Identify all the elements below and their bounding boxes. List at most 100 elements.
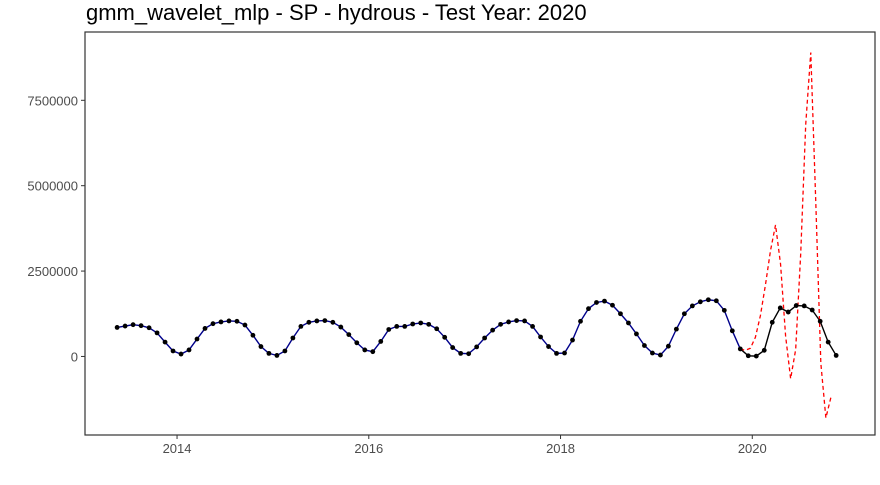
observed-point: [154, 330, 160, 336]
observed-point: [498, 321, 504, 327]
observed-point: [266, 350, 272, 356]
observed-point: [562, 350, 567, 356]
observed-point: [817, 318, 823, 324]
observed-point: [761, 347, 767, 353]
observed-point: [314, 318, 320, 324]
observed-point: [570, 337, 575, 343]
observed-point: [721, 307, 727, 313]
y-tick-label: 5000000: [27, 179, 78, 194]
chart-title: gmm_wavelet_mlp - SP - hydrous - Test Ye…: [86, 0, 587, 25]
observed-point: [482, 335, 488, 341]
observed-point: [226, 318, 232, 324]
y-tick-label: 0: [71, 349, 78, 364]
observed-point: [138, 323, 144, 329]
observed-point: [522, 318, 527, 324]
observed-point: [186, 347, 192, 353]
observed-point: [338, 324, 344, 330]
observed-point: [378, 339, 384, 344]
observed-point: [130, 322, 136, 328]
observed-point: [290, 335, 296, 341]
forecast-series-line: [740, 52, 832, 419]
observed-point: [210, 321, 216, 327]
observed-point: [642, 343, 647, 348]
observed-point: [594, 300, 599, 305]
panel-border: [84, 31, 876, 436]
observed-point: [769, 319, 775, 325]
observed-point: [689, 303, 695, 309]
observed-point: [650, 350, 655, 356]
observed-point: [729, 328, 735, 334]
observed-point: [306, 319, 312, 325]
observed-point: [170, 348, 176, 354]
observed-point: [450, 345, 456, 350]
observed-point: [298, 323, 304, 329]
observed-point: [546, 344, 551, 349]
observed-point: [178, 351, 184, 357]
observed-point: [673, 326, 679, 332]
observed-point: [410, 321, 416, 327]
observed-point: [793, 303, 799, 308]
observed-point: [114, 325, 120, 330]
observed-point: [234, 318, 240, 324]
observed-point: [634, 331, 639, 337]
observed-point: [282, 348, 288, 354]
observed-point: [681, 311, 687, 317]
observed-point: [554, 350, 559, 356]
observed-point: [610, 302, 615, 308]
x-tick-label: 2014: [163, 441, 192, 456]
observed-point: [386, 327, 392, 332]
observed-point: [737, 346, 743, 352]
observed-point: [506, 319, 512, 325]
observed-point: [362, 347, 368, 353]
observed-point: [777, 305, 783, 311]
observed-point: [713, 298, 719, 304]
observed-point: [258, 344, 264, 349]
observed-point: [370, 349, 376, 355]
observed-point: [665, 343, 671, 349]
observed-point: [618, 311, 623, 317]
observed-point: [442, 334, 448, 340]
observed-point: [658, 352, 663, 358]
x-tick-label: 2018: [546, 441, 575, 456]
observed-point: [242, 322, 248, 328]
observed-point: [202, 326, 208, 331]
observed-point: [394, 323, 400, 329]
observed-point: [833, 353, 839, 358]
observed-point: [753, 353, 759, 359]
x-tick-label: 2020: [738, 441, 767, 456]
observed-point: [490, 327, 496, 333]
observed-point: [538, 334, 543, 340]
y-tick-label: 7500000: [27, 93, 78, 108]
observed-point: [402, 323, 408, 329]
observed-point: [162, 339, 168, 345]
observed-point: [122, 323, 128, 329]
y-tick-label: 2500000: [27, 264, 78, 279]
observed-point: [745, 353, 751, 359]
observed-point: [705, 297, 711, 303]
observed-point: [194, 336, 200, 342]
observed-point: [346, 332, 352, 337]
observed-point: [578, 318, 583, 324]
observed-point: [426, 321, 432, 327]
observed-point: [274, 353, 280, 358]
observed-point: [354, 340, 360, 346]
observed-point: [514, 318, 519, 323]
observed-point: [322, 318, 328, 323]
observed-point: [218, 319, 224, 325]
observed-point: [697, 299, 703, 305]
observed-point: [434, 326, 440, 332]
observed-point: [530, 323, 535, 329]
observed-point: [825, 339, 831, 345]
x-tick-label: 2016: [354, 441, 383, 456]
observed-point: [146, 325, 152, 331]
observed-point: [586, 306, 591, 312]
observed-point: [785, 309, 791, 315]
observed-point: [809, 307, 815, 313]
observed-point: [466, 351, 472, 357]
observed-point: [801, 303, 807, 309]
observed-point: [418, 320, 424, 326]
observed-point: [330, 319, 336, 325]
fitted-series-line: [116, 299, 741, 357]
